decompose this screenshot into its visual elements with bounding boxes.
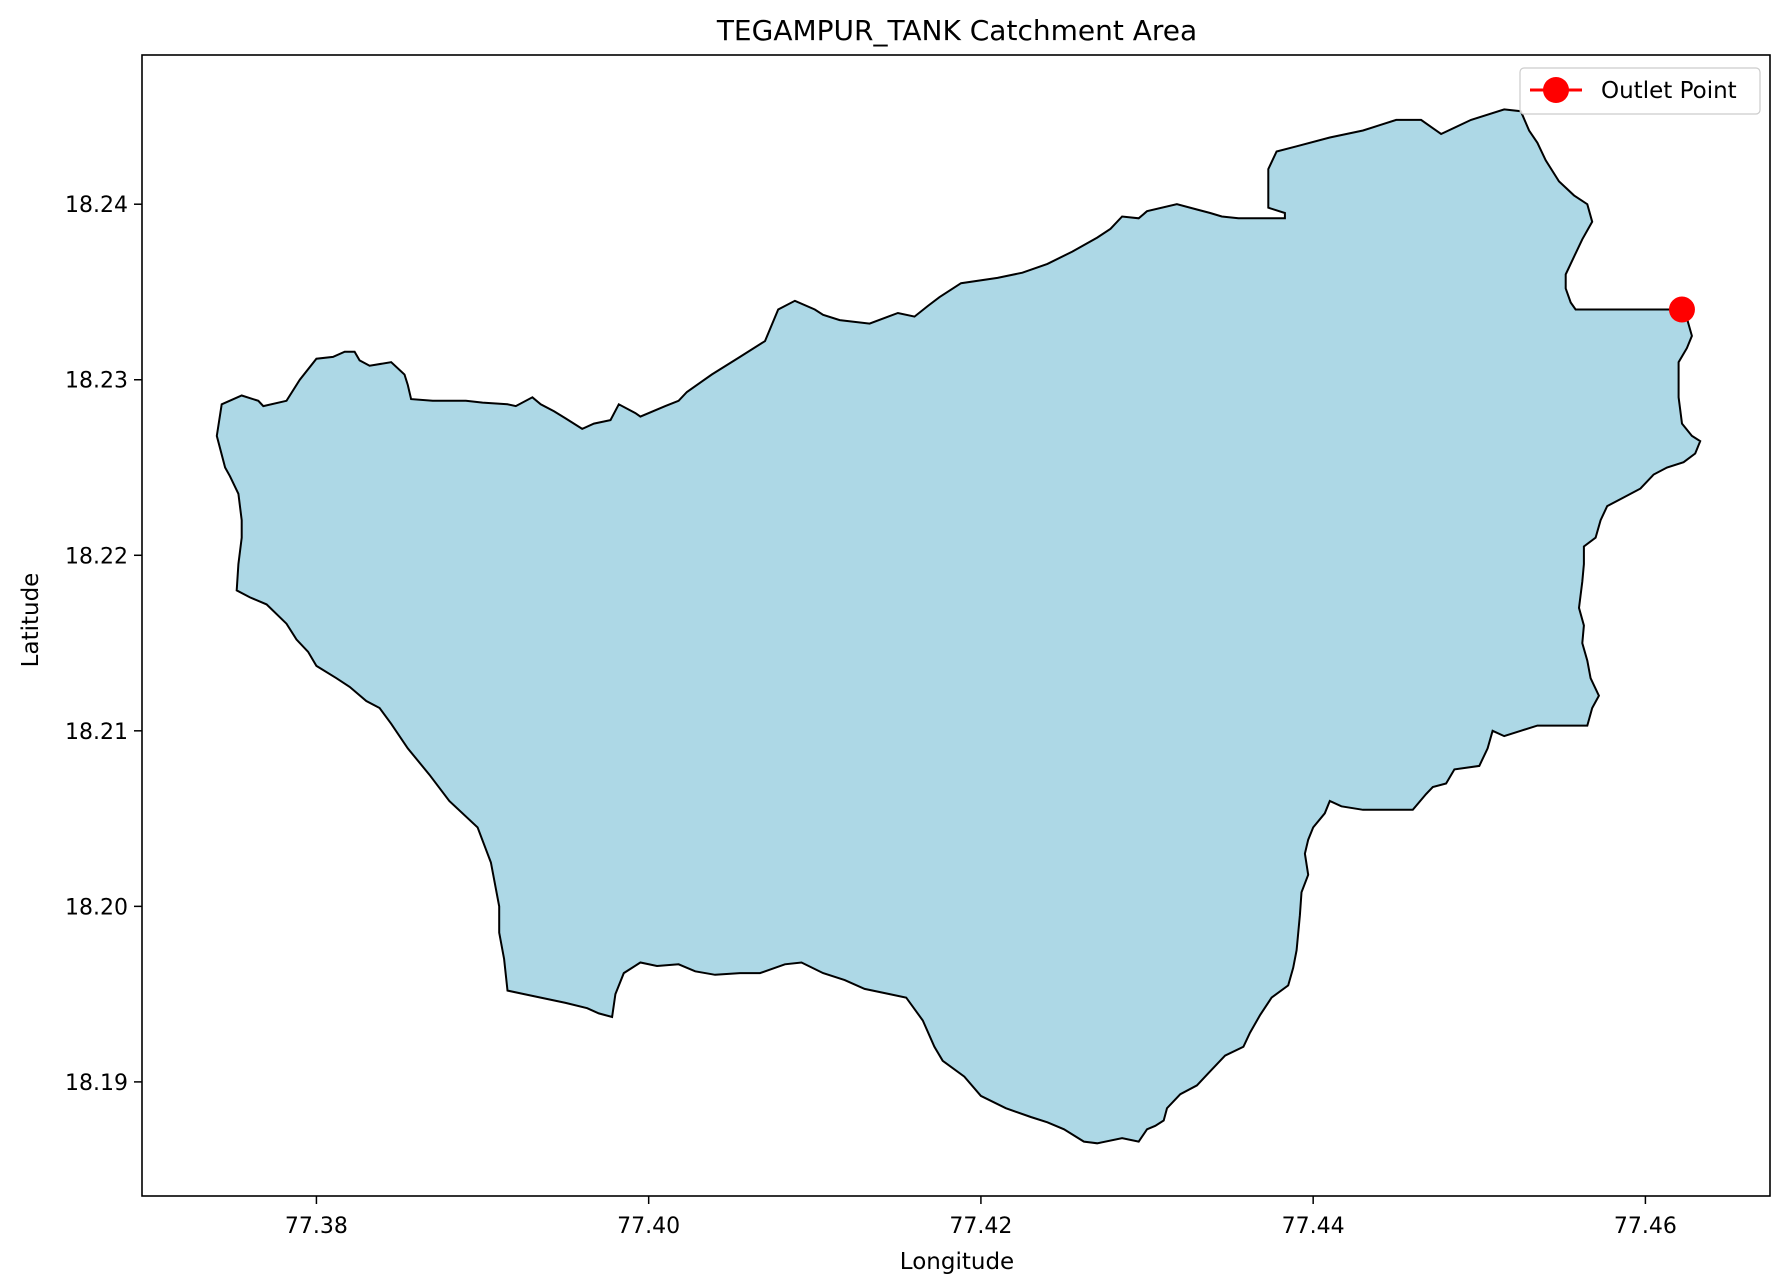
y-tick-label: 18.24 (65, 193, 128, 218)
legend-box (1519, 67, 1761, 115)
plot-area (215, 108, 1702, 1145)
x-tick-label: 77.42 (949, 1214, 1012, 1239)
x-tick-label: 77.46 (1614, 1214, 1677, 1239)
y-tick-label: 18.21 (65, 720, 128, 745)
x-tick-label: 77.40 (617, 1214, 680, 1239)
x-tick-label: 77.38 (285, 1214, 348, 1239)
legend-outlet-marker (1543, 77, 1569, 103)
y-axis-label: Latitude (18, 573, 44, 668)
x-tick-label: 77.44 (1282, 1214, 1345, 1239)
axes-frame (141, 54, 1771, 1197)
legend-entry-outlet-point: Outlet Point (1601, 78, 1737, 104)
x-axis-label: Longitude (900, 1249, 1014, 1275)
catchment-polygon (215, 108, 1702, 1145)
outlet-point-marker (1668, 296, 1695, 323)
chart-title: TEGAMPUR_TANK Catchment Area (716, 14, 1197, 47)
x-axis-ticks: 77.38 77.40 77.42 77.44 77.46 (285, 1196, 1677, 1239)
legend: Outlet Point (1519, 67, 1761, 115)
y-tick-label: 18.23 (65, 369, 128, 394)
y-tick-label: 18.20 (65, 895, 128, 920)
y-axis-ticks: 18.19 18.20 18.21 18.22 18.23 18.24 (65, 193, 142, 1096)
y-tick-label: 18.19 (65, 1071, 128, 1096)
y-tick-label: 18.22 (65, 544, 128, 569)
